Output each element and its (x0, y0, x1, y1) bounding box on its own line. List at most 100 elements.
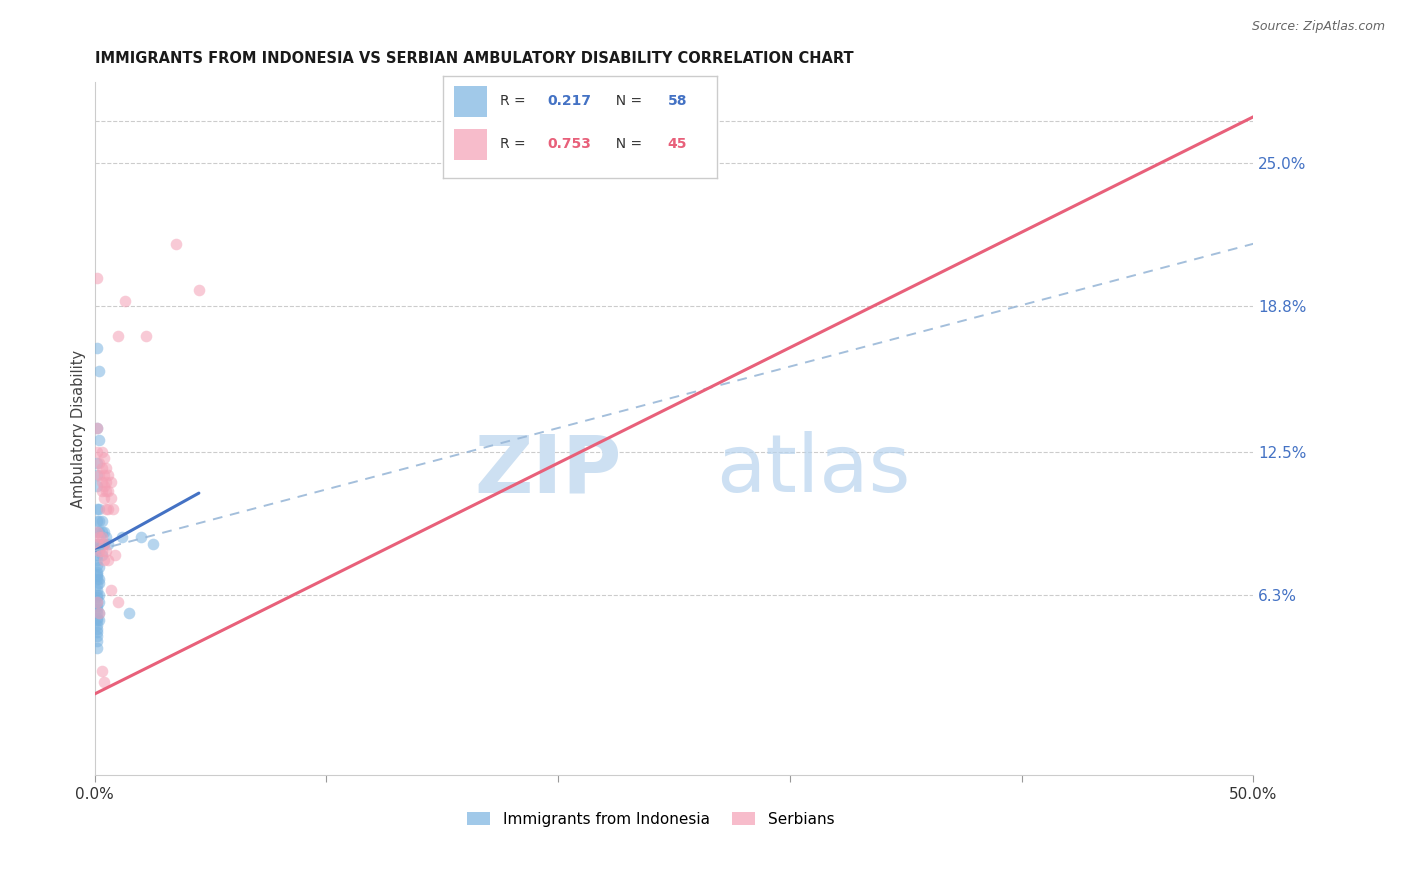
Legend: Immigrants from Indonesia, Serbians: Immigrants from Indonesia, Serbians (461, 805, 841, 833)
Point (96, 502, 118, 516)
Point (187, 283, 209, 297)
Point (90, 537, 112, 551)
Text: 0.217: 0.217 (547, 94, 591, 108)
Y-axis label: Ambulatory Disability: Ambulatory Disability (72, 350, 86, 508)
Point (89, 576, 111, 591)
Point (93, 451, 115, 466)
Point (100, 491, 122, 505)
Point (96, 483, 118, 498)
Point (86, 640, 108, 655)
Point (90, 549, 112, 563)
Point (104, 549, 127, 563)
Point (86, 341, 108, 355)
Point (86, 421, 108, 435)
Point (86, 566, 108, 581)
Point (86, 549, 108, 563)
Point (90, 475, 112, 489)
Text: atlas: atlas (716, 431, 910, 509)
Point (86, 594, 108, 608)
Point (86, 565, 108, 579)
Point (86, 617, 108, 632)
Point (86, 613, 108, 627)
Point (89, 560, 111, 574)
Point (96, 544, 118, 558)
Point (90, 530, 112, 544)
Point (96, 475, 118, 489)
Point (93, 525, 115, 540)
Point (97, 502, 120, 516)
Point (114, 294, 136, 309)
Text: 45: 45 (668, 137, 688, 151)
Point (89, 606, 111, 620)
Point (90, 525, 112, 540)
Point (86, 537, 108, 551)
Point (90, 444, 112, 458)
Point (97, 483, 120, 498)
Point (86, 271, 108, 285)
Point (89, 456, 111, 470)
Point (86, 514, 108, 528)
Point (86, 606, 108, 620)
Point (165, 236, 187, 251)
Point (89, 572, 111, 586)
Text: R =: R = (501, 137, 530, 151)
Point (89, 537, 111, 551)
Point (86, 525, 108, 540)
Point (86, 456, 108, 470)
Point (89, 467, 111, 482)
Point (86, 623, 108, 637)
Point (141, 537, 163, 551)
Point (111, 530, 134, 544)
Point (93, 553, 115, 567)
Bar (454, 87, 486, 117)
Point (86, 572, 108, 586)
Bar (454, 129, 486, 160)
Point (86, 444, 108, 458)
Point (89, 433, 111, 447)
Point (86, 569, 108, 583)
Point (86, 594, 108, 608)
Point (86, 611, 108, 625)
Point (86, 629, 108, 643)
Text: R =: R = (501, 94, 530, 108)
Point (89, 606, 111, 620)
Point (86, 541, 108, 556)
Point (86, 624, 108, 639)
Point (97, 553, 120, 567)
Point (90, 483, 112, 498)
Point (90, 544, 112, 558)
Text: ZIP: ZIP (475, 431, 621, 509)
Point (86, 502, 108, 516)
Point (97, 467, 120, 482)
Text: N =: N = (607, 137, 647, 151)
Point (86, 467, 108, 482)
Text: IMMIGRANTS FROM INDONESIA VS SERBIAN AMBULATORY DISABILITY CORRELATION CHART: IMMIGRANTS FROM INDONESIA VS SERBIAN AMB… (94, 51, 853, 66)
Point (89, 613, 111, 627)
Point (89, 544, 111, 558)
Point (93, 537, 115, 551)
Point (86, 558, 108, 572)
Point (100, 583, 122, 598)
Point (129, 530, 152, 544)
Point (135, 329, 157, 343)
Point (107, 329, 129, 343)
Point (93, 675, 115, 690)
Point (86, 583, 108, 598)
Point (86, 537, 108, 551)
Point (89, 530, 111, 544)
Point (86, 601, 108, 615)
Point (86, 599, 108, 614)
Point (97, 537, 120, 551)
Point (90, 460, 112, 475)
Point (86, 633, 108, 648)
Text: Source: ZipAtlas.com: Source: ZipAtlas.com (1251, 20, 1385, 33)
Text: 58: 58 (668, 94, 688, 108)
Point (93, 479, 115, 493)
Point (89, 514, 111, 528)
Point (89, 588, 111, 602)
Point (96, 460, 118, 475)
Point (86, 590, 108, 604)
Point (118, 606, 141, 620)
Point (93, 467, 115, 482)
Point (86, 553, 108, 567)
